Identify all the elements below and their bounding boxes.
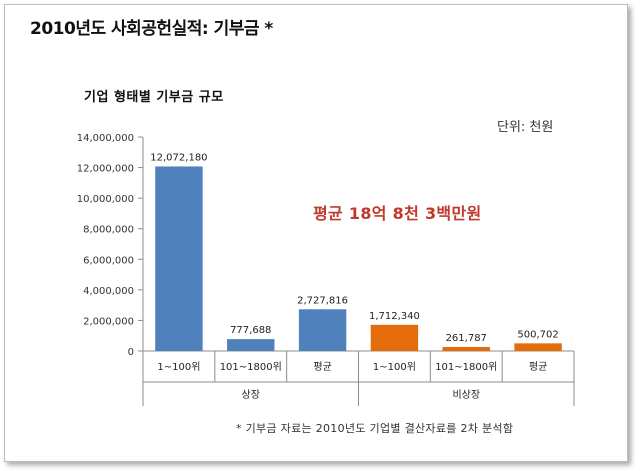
category-label: 101~1800위	[435, 360, 497, 373]
unit-label: 단위: 천원	[497, 120, 554, 135]
average-annotation: 평균 18억 8천 3백만원	[313, 204, 482, 223]
category-label: 평균	[313, 361, 331, 373]
page-title: 2010년도 사회공헌실적: 기부금 *	[30, 19, 273, 39]
bar	[227, 339, 275, 351]
y-tick-label: 0	[128, 347, 134, 358]
bar-value-label: 261,787	[446, 333, 487, 344]
group-label: 상장	[242, 389, 260, 401]
bar	[155, 166, 203, 351]
y-tick-label: 12,000,000	[77, 164, 134, 175]
y-tick-label: 8,000,000	[83, 225, 134, 236]
chart-title: 기업 형태별 기부금 규모	[84, 90, 224, 105]
bar	[370, 324, 419, 351]
bar-value-label: 2,727,816	[297, 295, 348, 306]
category-label: 101~1800위	[220, 360, 282, 373]
bar-value-label: 777,688	[230, 325, 271, 336]
category-label: 평균	[529, 361, 547, 373]
group-label: 비상장	[452, 389, 480, 401]
bar-value-label: 1,712,340	[369, 311, 420, 322]
bar	[442, 346, 490, 351]
y-tick-label: 10,000,000	[77, 194, 134, 205]
footnote: * 기부금 자료는 2010년도 기업별 결산자료를 2차 분석함	[236, 422, 514, 435]
bar-value-label: 500,702	[517, 329, 558, 340]
y-tick-label: 6,000,000	[83, 255, 134, 266]
category-label: 1~100위	[157, 360, 200, 373]
category-label: 1~100위	[373, 360, 416, 373]
y-tick-label: 2,000,000	[83, 316, 134, 327]
y-tick-label: 14,000,000	[77, 133, 134, 144]
bar	[514, 343, 562, 351]
bar-value-label: 12,072,180	[150, 152, 207, 163]
chart-frame	[4, 4, 628, 462]
y-tick-label: 4,000,000	[83, 286, 134, 297]
bar	[298, 309, 347, 351]
